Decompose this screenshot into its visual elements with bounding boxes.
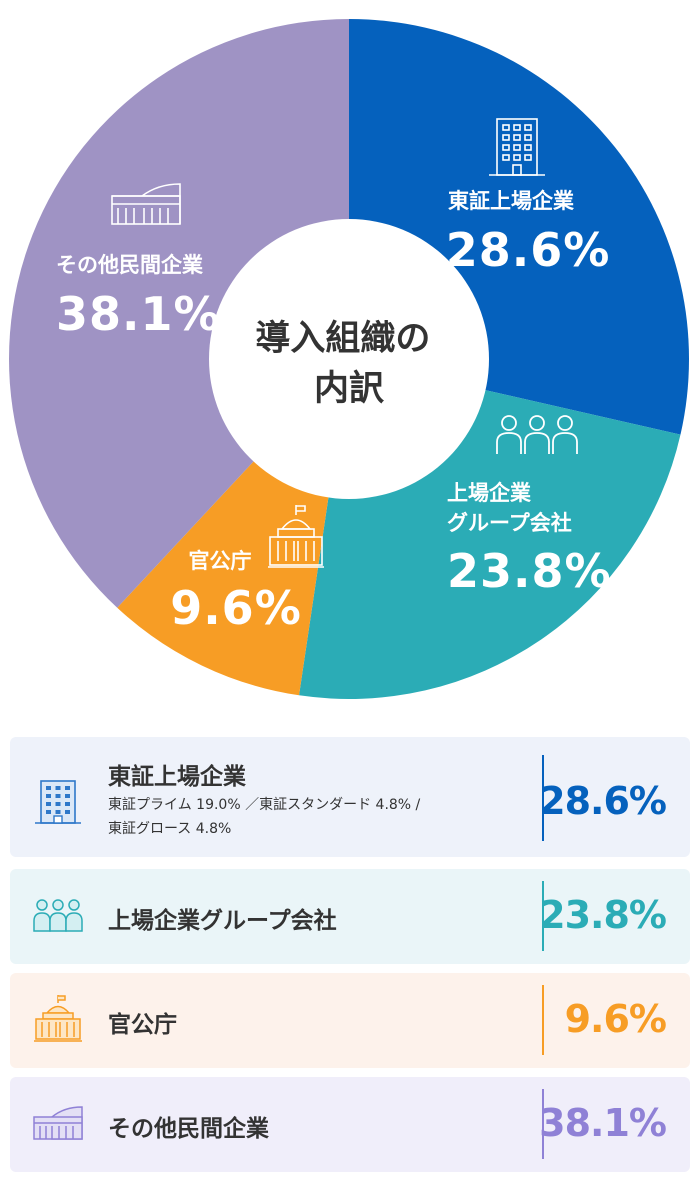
legend-divider [542, 755, 544, 841]
legend-title-government: 官公庁 [108, 1012, 177, 1038]
chart-center-title: 導入組織の 内訳 [255, 319, 442, 409]
slice-value-tse: 28.6% [446, 223, 611, 277]
legend-title-private: その他民間企業 [108, 1116, 269, 1142]
legend-row-tse: 東証上場企業 東証プライム 19.0% ／東証スタンダード 4.8% / 東証グ… [10, 737, 690, 857]
legend-value-group: 23.8% [539, 893, 667, 937]
legend-row-government: 官公庁 9.6% [10, 973, 690, 1068]
legend-row-private: その他民間企業 38.1% [10, 1077, 690, 1172]
slice-value-government: 9.6% [170, 581, 302, 635]
pie-slice-3 [9, 19, 350, 608]
slice-label-group-line-2: グループ会社 [447, 511, 572, 535]
legend-title-group: 上場企業グループ会社 [108, 908, 337, 934]
commercial-building-icon [111, 183, 181, 225]
slice-label-private: その他民間企業 [56, 253, 204, 277]
chart-center-title-line-2: 内訳 [314, 369, 385, 409]
slice-value-private: 38.1% [56, 287, 221, 341]
commercial-building-icon [33, 1106, 83, 1140]
legend-value-private: 38.1% [539, 1101, 667, 1145]
legend-row-group: 上場企業グループ会社 23.8% [10, 869, 690, 964]
legend-value-government: 9.6% [564, 997, 667, 1041]
office-building-icon [35, 780, 81, 824]
slice-label-tse: 東証上場企業 [448, 189, 575, 213]
slice-label-group-line-1: 上場企業 [447, 481, 532, 505]
office-building-icon [489, 118, 545, 176]
legend-title-tse: 東証上場企業 [108, 764, 246, 790]
slice-label-group: 上場企業 グループ会社 [447, 481, 572, 535]
people-group-icon [496, 415, 578, 454]
legend-divider [542, 985, 544, 1055]
legend-value-tse: 28.6% [539, 779, 667, 823]
chart-center-circle [209, 219, 489, 499]
government-building-icon [268, 505, 324, 568]
slice-label-government: 官公庁 [189, 549, 252, 573]
legend-divider [542, 881, 544, 951]
pie-chart: 東証上場企業 28.6% 上場企業 グループ会社 23.8% 官公庁 9.6% … [9, 19, 690, 700]
slice-value-group: 23.8% [447, 544, 612, 598]
government-building-icon [34, 995, 82, 1042]
chart-center-title-line-1: 導入組織の [255, 319, 430, 359]
legend-detail-tse: 東証プライム 19.0% ／東証スタンダード 4.8% / 東証グロース 4.8… [108, 797, 421, 837]
legend-divider [542, 1089, 544, 1159]
people-group-icon [33, 899, 83, 932]
